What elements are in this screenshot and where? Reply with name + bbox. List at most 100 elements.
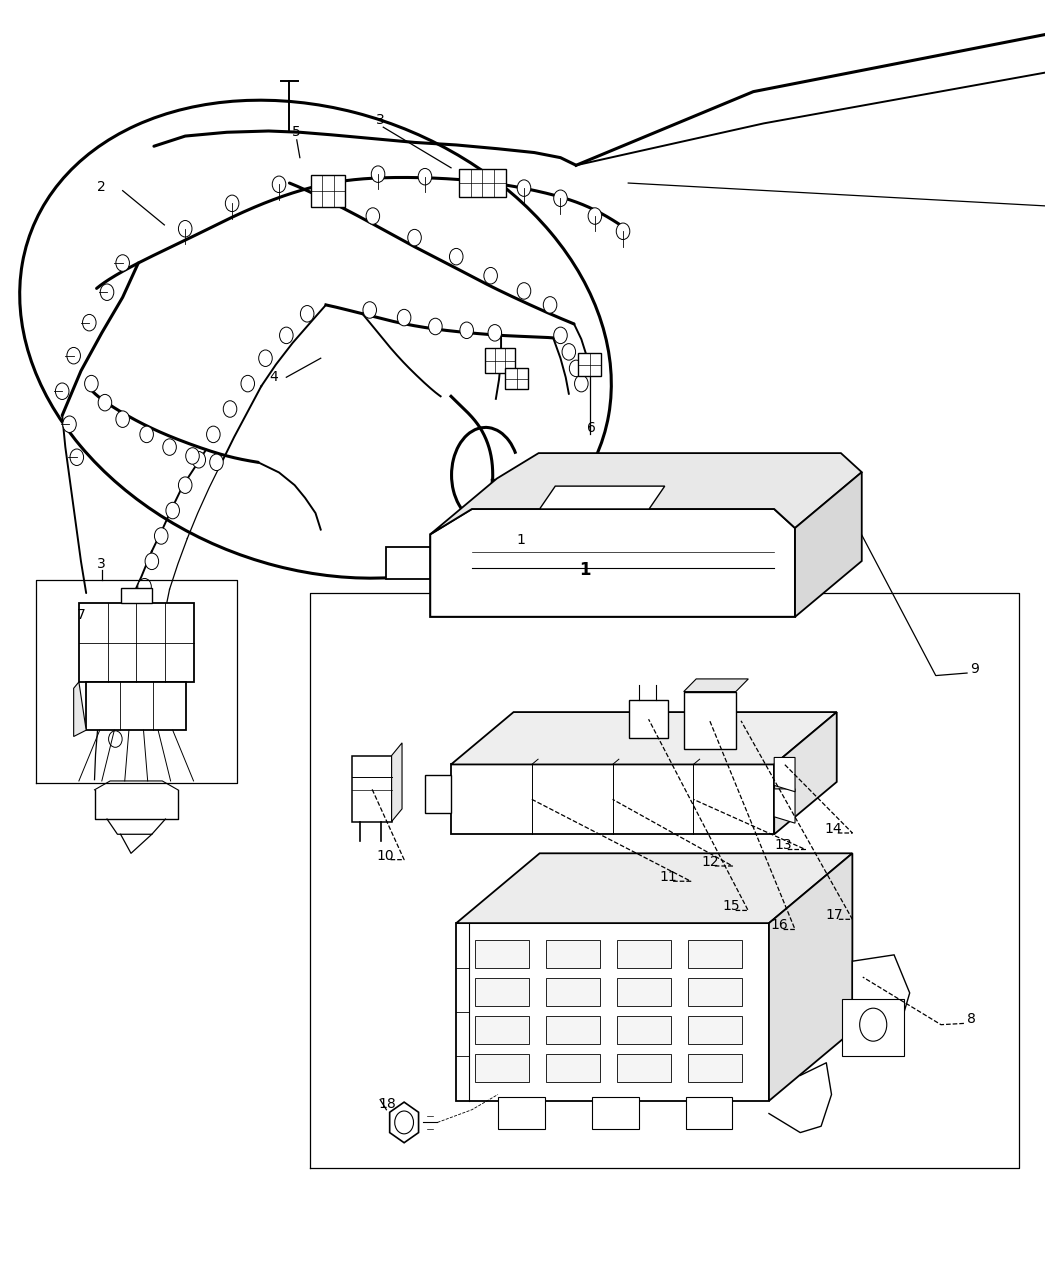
Polygon shape [683,678,748,691]
Circle shape [553,190,567,207]
Circle shape [241,375,255,391]
Polygon shape [73,682,86,737]
Circle shape [325,187,337,204]
Circle shape [562,344,575,360]
Text: 7: 7 [77,608,85,622]
Circle shape [488,325,502,342]
Text: 4: 4 [269,370,278,384]
Circle shape [471,172,484,189]
Bar [685,1096,733,1128]
Text: 13: 13 [774,839,792,853]
Circle shape [206,426,220,442]
Circle shape [111,705,125,722]
Bar [546,1054,601,1081]
Polygon shape [774,711,836,834]
Bar [578,353,602,376]
Text: 8: 8 [967,1012,976,1026]
Circle shape [484,268,498,284]
Circle shape [616,223,630,240]
Polygon shape [769,853,852,1100]
Polygon shape [430,509,795,617]
Polygon shape [387,547,430,579]
Circle shape [553,328,567,344]
Text: 6: 6 [587,421,596,435]
Text: 17: 17 [825,908,843,922]
Bar [842,1000,904,1057]
Polygon shape [774,789,795,824]
Text: 3: 3 [97,557,106,571]
Bar [683,691,736,748]
Text: 3: 3 [376,112,385,126]
Circle shape [139,426,153,442]
Bar [687,940,742,968]
Bar [475,940,529,968]
Text: 18: 18 [378,1098,396,1112]
Bar [475,1016,529,1044]
Bar [617,1016,671,1044]
Polygon shape [456,853,852,923]
Polygon shape [392,743,402,821]
Circle shape [450,249,463,265]
Bar [617,1054,671,1081]
Circle shape [118,654,131,671]
Circle shape [574,375,588,391]
Bar [629,700,669,738]
Circle shape [569,360,583,376]
Text: 9: 9 [970,662,979,676]
Circle shape [63,416,77,432]
Circle shape [429,319,442,335]
Bar [459,170,506,198]
Circle shape [363,302,376,319]
Circle shape [130,604,143,621]
Text: 15: 15 [722,899,740,913]
Polygon shape [774,757,795,792]
Circle shape [83,315,96,332]
Circle shape [67,347,81,363]
Circle shape [114,680,128,696]
Bar [485,348,515,374]
Circle shape [371,166,385,182]
Bar [687,1054,742,1081]
Circle shape [109,731,123,747]
Circle shape [210,454,223,470]
Bar [475,1054,529,1081]
Circle shape [185,448,199,464]
Circle shape [124,630,136,645]
Text: 14: 14 [824,822,842,836]
Circle shape [280,328,293,344]
Circle shape [145,553,158,570]
Circle shape [225,195,239,212]
Circle shape [116,255,130,272]
Circle shape [223,400,237,417]
Circle shape [259,349,272,366]
Polygon shape [390,1102,418,1142]
Circle shape [397,310,411,326]
Polygon shape [540,486,664,509]
Bar [546,978,601,1006]
Circle shape [395,1111,414,1133]
Circle shape [301,306,314,323]
Bar [505,368,528,389]
Circle shape [99,394,112,411]
Circle shape [116,411,130,427]
Circle shape [588,208,602,224]
Circle shape [418,168,432,185]
Bar [79,603,194,682]
Text: 16: 16 [770,918,788,932]
Text: 10: 10 [376,849,394,863]
Bar [311,175,345,207]
Circle shape [859,1009,887,1042]
Bar [617,940,671,968]
Bar [546,1016,601,1044]
Bar [592,1096,638,1128]
Polygon shape [451,711,836,765]
Circle shape [518,180,530,196]
Bar [617,978,671,1006]
Circle shape [137,579,151,595]
Circle shape [366,208,379,224]
Circle shape [543,297,556,314]
Bar [352,756,392,821]
Circle shape [192,451,205,468]
Circle shape [518,283,530,300]
Text: 1: 1 [517,533,525,547]
